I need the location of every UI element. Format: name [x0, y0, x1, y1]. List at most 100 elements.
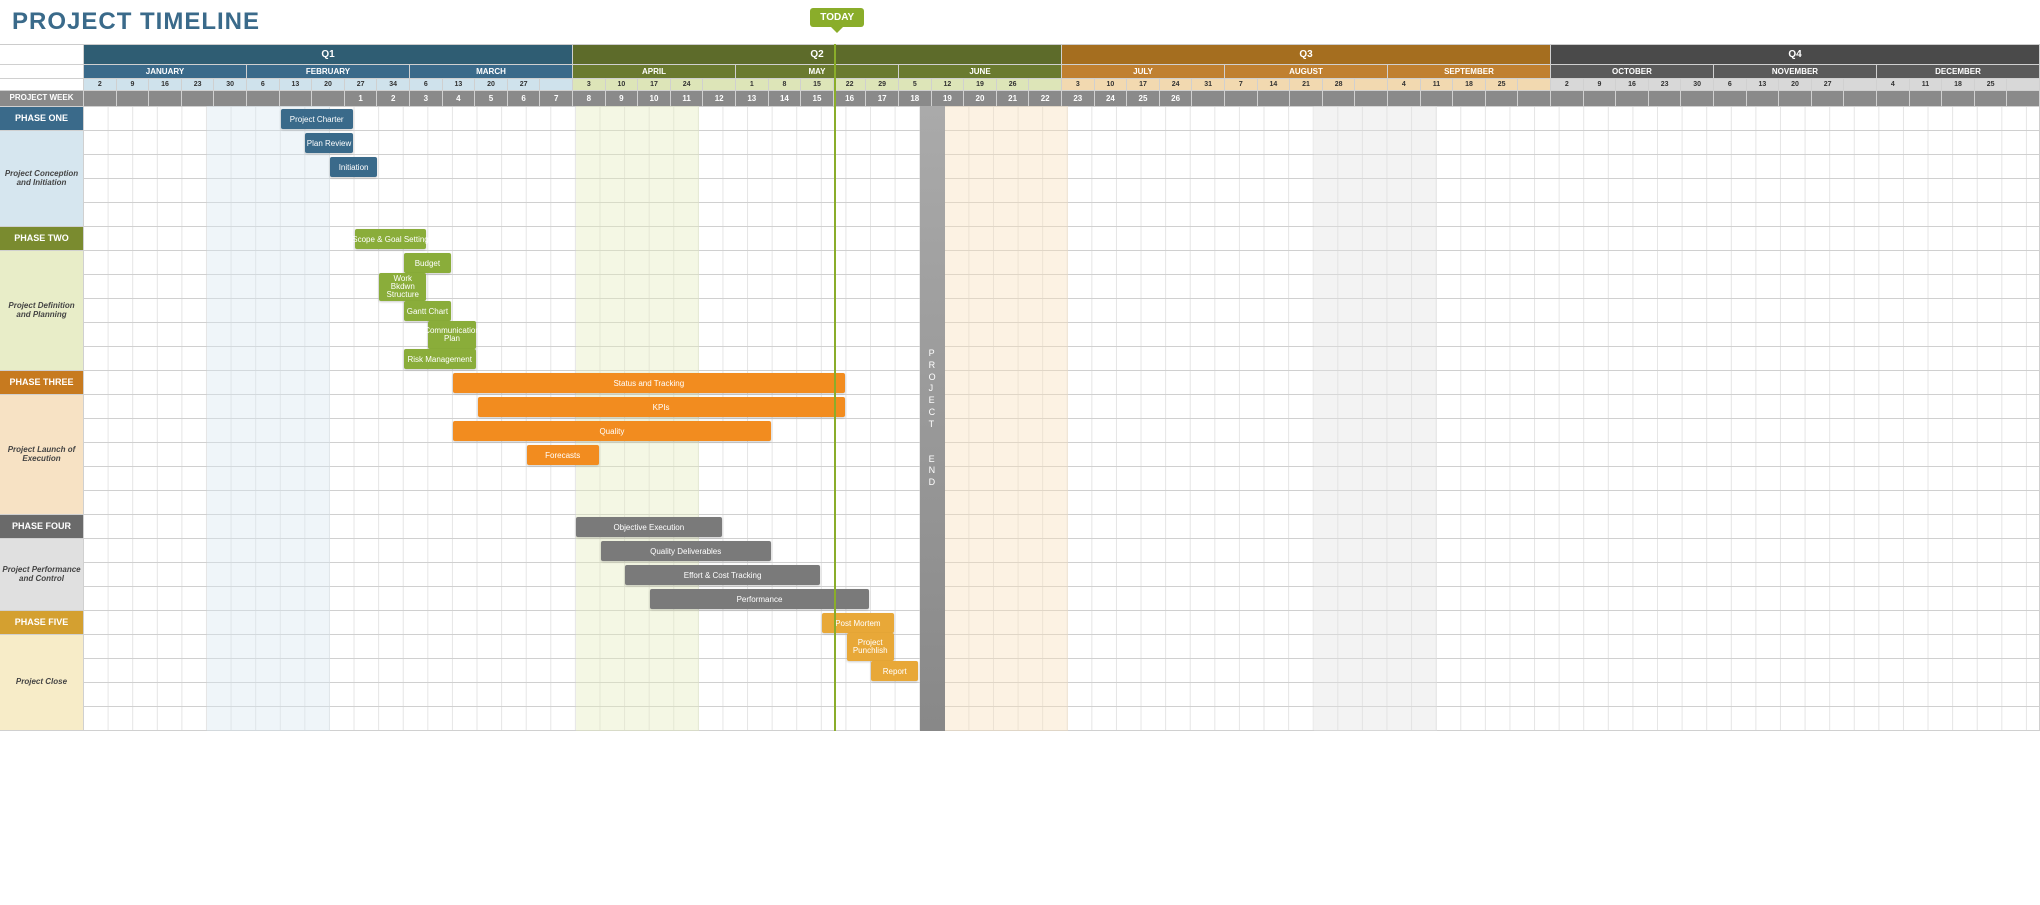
- task-bar[interactable]: Scope & Goal Setting: [355, 229, 427, 249]
- day-header: 20: [475, 79, 508, 91]
- day-header: 7: [1225, 79, 1258, 91]
- day-header: 11: [1910, 79, 1943, 91]
- month-header: MARCH: [410, 65, 573, 79]
- phase-header: PHASE TWO: [0, 227, 84, 251]
- week-number: 18: [899, 91, 932, 107]
- week-number: [214, 91, 247, 107]
- quarter-header: Q4: [1551, 45, 2040, 65]
- task-bar[interactable]: Initiation: [330, 157, 377, 177]
- day-header: [2007, 79, 2040, 91]
- week-number: 17: [866, 91, 899, 107]
- week-number: 23: [1062, 91, 1095, 107]
- task-bar[interactable]: Quality Deliverables: [601, 541, 771, 561]
- day-header: 9: [117, 79, 150, 91]
- day-header: 15: [801, 79, 834, 91]
- task-bar[interactable]: Work Bkdwn Structure: [379, 273, 426, 301]
- task-bar[interactable]: Project Charter: [281, 109, 353, 129]
- day-header: 3: [1062, 79, 1095, 91]
- day-header: 27: [508, 79, 541, 91]
- week-number: [1225, 91, 1258, 107]
- week-number: [1747, 91, 1780, 107]
- week-number: [1290, 91, 1323, 107]
- week-number: 24: [1095, 91, 1128, 107]
- project-week-label: PROJECT WEEK: [0, 91, 84, 107]
- day-header: 13: [443, 79, 476, 91]
- phase-header: PHASE ONE: [0, 107, 84, 131]
- phase-description: Project Launch of Execution: [0, 395, 84, 515]
- day-header: 27: [345, 79, 378, 91]
- task-bar[interactable]: Communication Plan: [428, 321, 475, 349]
- day-header: 16: [149, 79, 182, 91]
- month-header: MAY: [736, 65, 899, 79]
- task-bar[interactable]: Effort & Cost Tracking: [625, 565, 820, 585]
- phase-header: PHASE THREE: [0, 371, 84, 395]
- week-number: 22: [1029, 91, 1062, 107]
- week-number: 1: [345, 91, 378, 107]
- week-number: [117, 91, 150, 107]
- task-bar[interactable]: Budget: [404, 253, 451, 273]
- project-end-column: PROJECTEND: [920, 106, 945, 731]
- week-number: 25: [1127, 91, 1160, 107]
- task-bar[interactable]: Quality: [453, 421, 771, 441]
- task-bar[interactable]: Report: [871, 661, 918, 681]
- day-header: 21: [1290, 79, 1323, 91]
- week-number: [1844, 91, 1877, 107]
- quarter-header: Q2: [573, 45, 1062, 65]
- task-bar[interactable]: Risk Management: [404, 349, 476, 369]
- day-header: 26: [997, 79, 1030, 91]
- week-number: [1518, 91, 1551, 107]
- day-header: 24: [671, 79, 704, 91]
- day-header: 30: [214, 79, 247, 91]
- day-header: 22: [834, 79, 867, 91]
- task-bar[interactable]: KPIs: [478, 397, 845, 417]
- day-header: 1: [736, 79, 769, 91]
- week-number: 3: [410, 91, 443, 107]
- day-header: 20: [312, 79, 345, 91]
- day-header: 2: [84, 79, 117, 91]
- week-number: 8: [573, 91, 606, 107]
- task-bar[interactable]: Objective Execution: [576, 517, 722, 537]
- day-header: 11: [1421, 79, 1454, 91]
- week-number: 4: [443, 91, 476, 107]
- task-bar[interactable]: Status and Tracking: [453, 373, 845, 393]
- day-header: 28: [1323, 79, 1356, 91]
- week-number: [1258, 91, 1291, 107]
- today-flag: TODAY: [810, 8, 864, 27]
- task-bar[interactable]: Project Punchlish: [847, 633, 894, 661]
- day-header: 18: [1453, 79, 1486, 91]
- day-header: 8: [769, 79, 802, 91]
- day-header: 18: [1942, 79, 1975, 91]
- week-number: [1584, 91, 1617, 107]
- phase-description: Project Close: [0, 635, 84, 731]
- day-header: 10: [1095, 79, 1128, 91]
- week-number: [149, 91, 182, 107]
- day-header: 6: [247, 79, 280, 91]
- month-header: SEPTEMBER: [1388, 65, 1551, 79]
- day-header: 25: [1975, 79, 2008, 91]
- month-header: NOVEMBER: [1714, 65, 1877, 79]
- task-bar[interactable]: Forecasts: [527, 445, 599, 465]
- day-header: 4: [1388, 79, 1421, 91]
- week-number: [1714, 91, 1747, 107]
- week-number: [247, 91, 280, 107]
- week-number: 11: [671, 91, 704, 107]
- task-bar[interactable]: Plan Review: [305, 133, 352, 153]
- day-header: 24: [1160, 79, 1193, 91]
- task-bar[interactable]: Post Mortem: [822, 613, 894, 633]
- week-number: 7: [540, 91, 573, 107]
- task-bar[interactable]: Gantt Chart: [404, 301, 451, 321]
- timeline-container: PROJECT TIMELINE Enter the date of the f…: [0, 0, 2040, 731]
- week-number: [1421, 91, 1454, 107]
- week-number: 21: [997, 91, 1030, 107]
- week-number: 9: [606, 91, 639, 107]
- month-shade: [1314, 106, 1437, 731]
- quarter-header: Q3: [1062, 45, 1551, 65]
- week-number: [1388, 91, 1421, 107]
- month-header: JULY: [1062, 65, 1225, 79]
- month-header: JANUARY: [84, 65, 247, 79]
- day-header: [540, 79, 573, 91]
- day-header: 14: [1258, 79, 1291, 91]
- phase-description: Project Conception and Initiation: [0, 131, 84, 227]
- week-number: [1942, 91, 1975, 107]
- week-number: [1779, 91, 1812, 107]
